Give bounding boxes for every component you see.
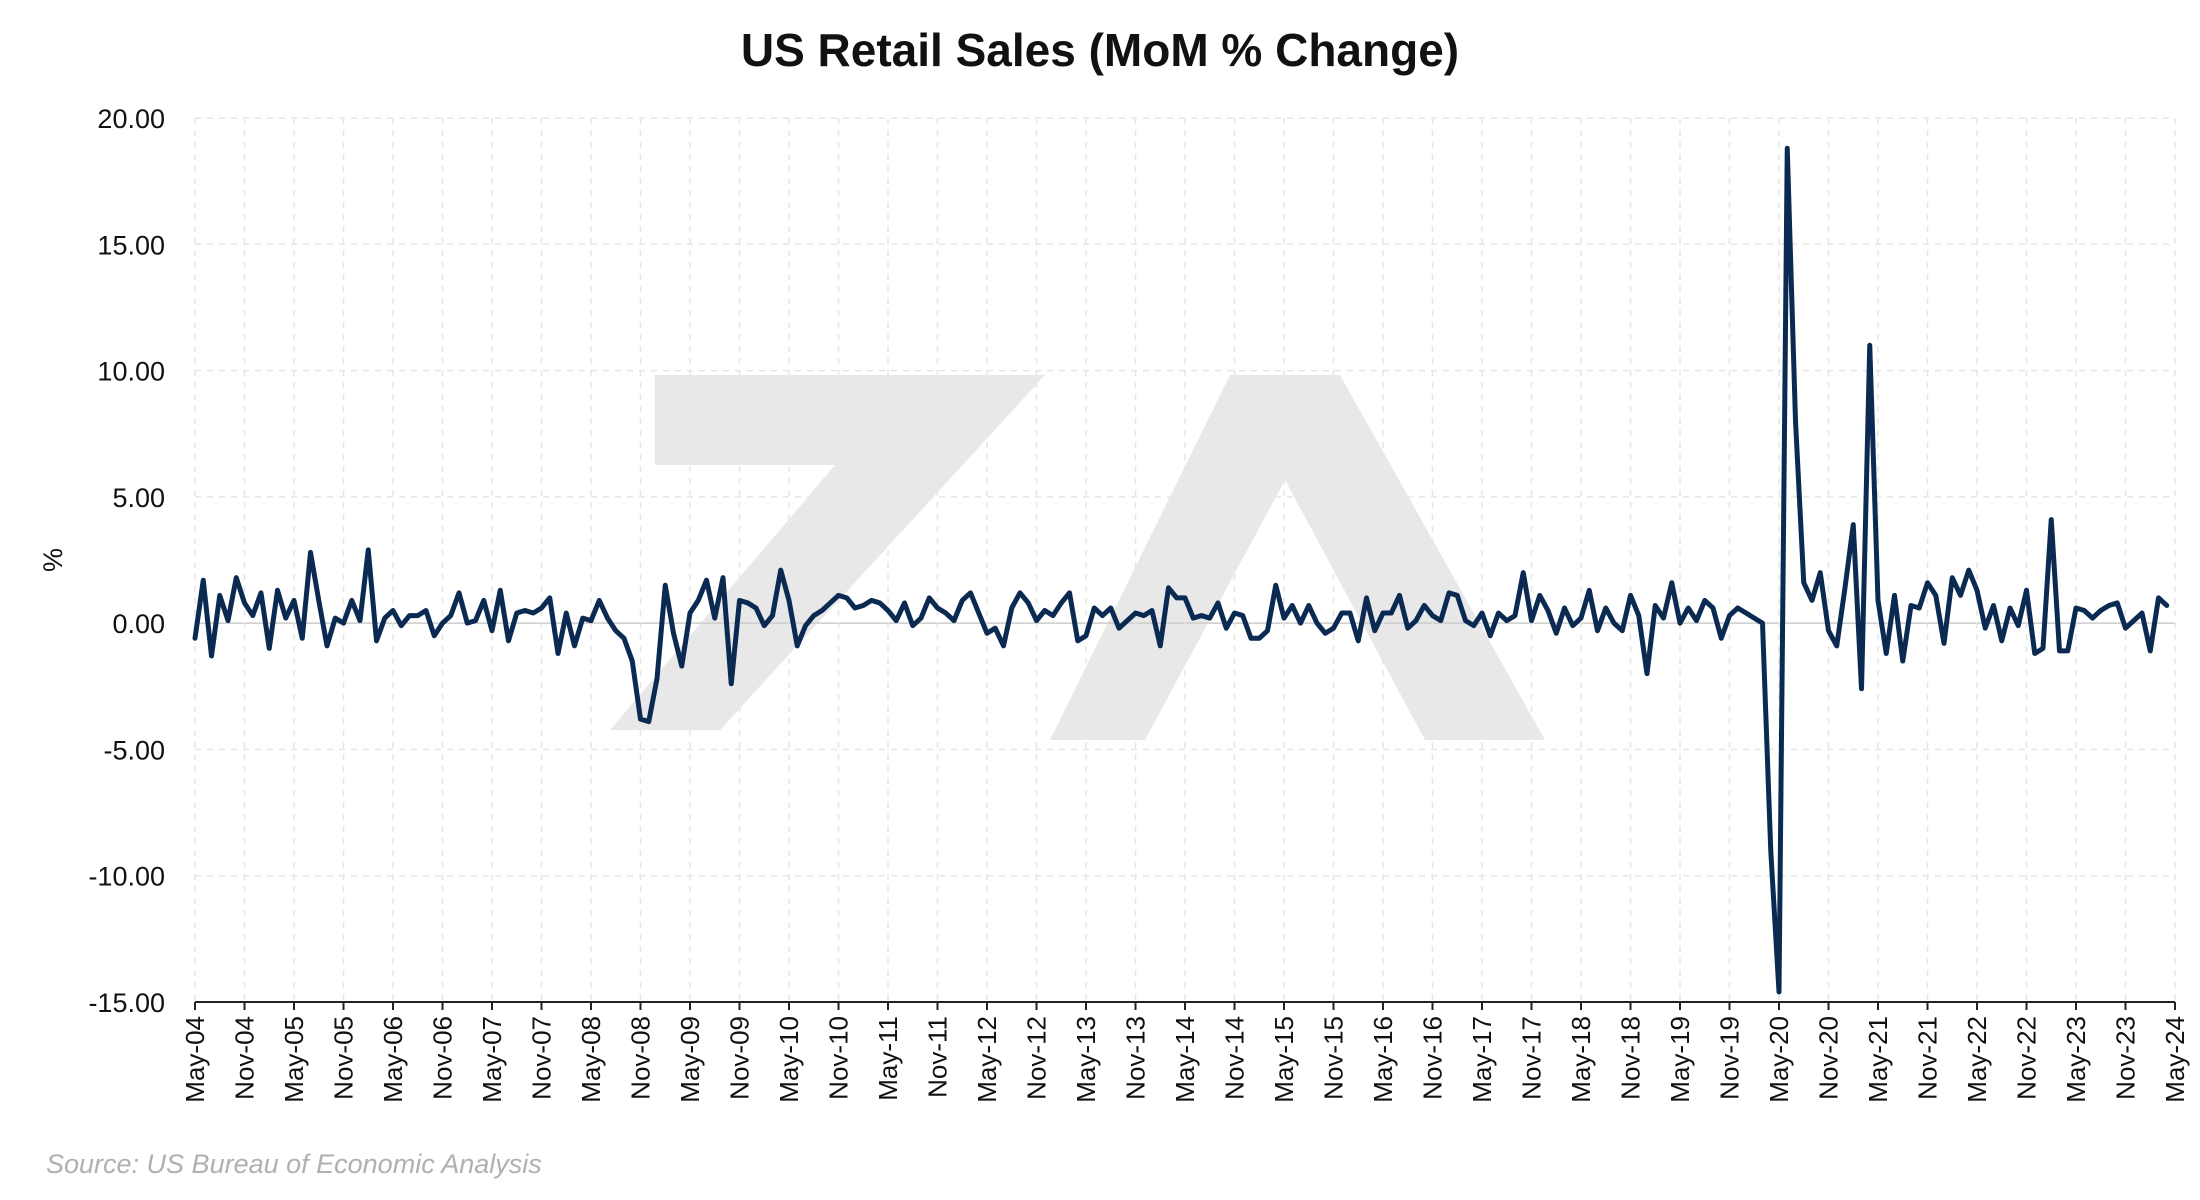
x-tick-label: May-09 bbox=[675, 1016, 705, 1103]
x-tick-label: Nov-22 bbox=[2012, 1016, 2042, 1100]
x-tick-label: Nov-23 bbox=[2111, 1016, 2141, 1100]
x-tick-label: Nov-10 bbox=[824, 1016, 854, 1100]
x-tick-label: May-23 bbox=[2061, 1016, 2091, 1103]
y-axis-label: % bbox=[38, 548, 68, 572]
x-tick-label: May-18 bbox=[1566, 1016, 1596, 1103]
x-tick-label: Nov-08 bbox=[626, 1016, 656, 1100]
logo-watermark-icon bbox=[610, 375, 1545, 740]
x-tick-label: Nov-13 bbox=[1121, 1016, 1151, 1100]
y-tick-label: 15.00 bbox=[97, 230, 165, 260]
x-tick-label: May-08 bbox=[576, 1016, 606, 1103]
grid bbox=[194, 117, 2176, 1003]
series-line bbox=[192, 145, 2170, 995]
x-tick-label: May-11 bbox=[873, 1016, 903, 1101]
x-tick-label: May-16 bbox=[1368, 1016, 1398, 1103]
x-tick-label: May-05 bbox=[279, 1016, 309, 1103]
y-tick-label: -5.00 bbox=[103, 735, 165, 765]
x-tick-label: May-14 bbox=[1170, 1016, 1200, 1103]
x-tick-label: May-17 bbox=[1467, 1016, 1497, 1103]
x-tick-label: Nov-05 bbox=[329, 1016, 359, 1100]
x-tick-label: Nov-09 bbox=[725, 1016, 755, 1100]
x-tick-label: Nov-04 bbox=[230, 1016, 260, 1100]
x-tick-label: Nov-17 bbox=[1517, 1016, 1547, 1100]
source-note: Source: US Bureau of Economic Analysis bbox=[46, 1149, 542, 1179]
x-tick-label: Nov-15 bbox=[1319, 1016, 1349, 1100]
y-tick-label: 20.00 bbox=[97, 104, 165, 134]
x-tick-label: Nov-19 bbox=[1715, 1016, 1745, 1100]
x-axis-ticks: May-04 Nov-04 May-05 Nov-05 May-06 Nov-06 May-… bbox=[180, 1002, 2190, 1103]
x-tick-label: May-24 bbox=[2160, 1016, 2190, 1103]
x-tick-label: May-12 bbox=[972, 1016, 1002, 1103]
x-tick-label: May-19 bbox=[1665, 1016, 1695, 1103]
x-tick-label: May-21 bbox=[1863, 1016, 1893, 1103]
y-axis-ticks: 20.00 15.00 10.00 5.00 0.00 -5.00 -10.00 -15.00 bbox=[88, 104, 165, 1018]
x-tick-label: May-22 bbox=[1962, 1016, 1992, 1103]
x-tick-label: Nov-12 bbox=[1022, 1016, 1052, 1100]
y-tick-label: -10.00 bbox=[88, 862, 165, 892]
x-tick-label: May-15 bbox=[1269, 1016, 1299, 1103]
y-tick-label: 5.00 bbox=[112, 483, 165, 513]
x-tick-label: Nov-11 bbox=[923, 1016, 953, 1098]
chart-title: US Retail Sales (MoM % Change) bbox=[741, 24, 1459, 76]
y-tick-label: -15.00 bbox=[88, 988, 165, 1018]
x-tick-label: Nov-21 bbox=[1913, 1016, 1943, 1100]
x-tick-label: Nov-20 bbox=[1814, 1016, 1844, 1100]
x-tick-label: May-04 bbox=[180, 1016, 210, 1103]
x-tick-label: Nov-07 bbox=[527, 1016, 557, 1100]
y-tick-label: 10.00 bbox=[97, 357, 165, 387]
x-tick-label: Nov-18 bbox=[1616, 1016, 1646, 1100]
x-tick-label: May-07 bbox=[477, 1016, 507, 1103]
x-tick-label: May-13 bbox=[1071, 1016, 1101, 1103]
x-tick-label: Nov-06 bbox=[428, 1016, 458, 1100]
x-tick-label: May-20 bbox=[1764, 1016, 1794, 1103]
x-tick-label: Nov-14 bbox=[1220, 1016, 1250, 1100]
x-tick-label: May-10 bbox=[774, 1016, 804, 1103]
x-tick-label: Nov-16 bbox=[1418, 1016, 1448, 1100]
x-tick-label: May-06 bbox=[378, 1016, 408, 1103]
y-tick-label: 0.00 bbox=[112, 609, 165, 639]
